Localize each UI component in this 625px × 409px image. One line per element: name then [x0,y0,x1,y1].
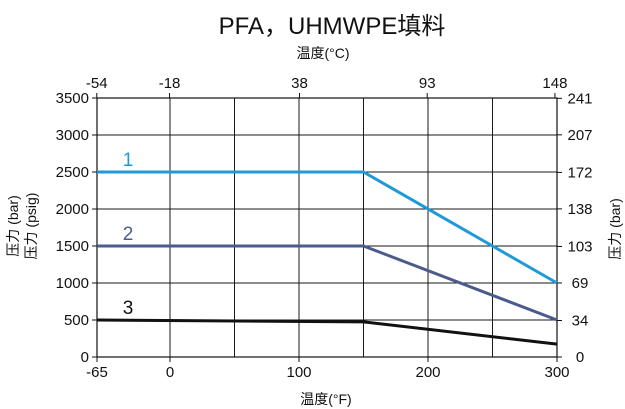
series-lines [96,170,558,346]
series-label-1: 1 [123,150,134,171]
y-tick-label: 1500 [56,238,89,255]
y2-tick-label: 69 [572,275,589,292]
y2-tick-label: 138 [567,201,592,218]
y-tick-label: 500 [64,312,89,329]
series-line-1 [97,170,558,285]
gridlines [97,98,557,357]
y-axis-label-bar: 压力 (bar) [5,195,21,256]
x-tick-label: 0 [166,364,174,381]
y-axis-label-psig: 压力 (psig) [23,193,39,260]
x-tick-label: -65 [86,364,108,381]
x-tick-label: 300 [544,364,569,381]
y2-tick-label: 34 [572,313,589,330]
x2-tick-label: 148 [542,75,567,92]
y2-tick-label: 241 [567,90,592,107]
y-tick-label: 3000 [56,127,89,144]
y-tick-label: 3500 [56,90,89,107]
y-tick-label: 2500 [56,164,89,181]
y-tick-label: 1000 [56,275,89,292]
x2-tick-label: 93 [419,75,436,92]
series-label-3: 3 [123,298,134,319]
x2-tick-label: -18 [159,75,181,92]
chart-title: PFA，UHMWPE填料 [219,13,446,40]
x2-tick-label: -54 [86,75,108,92]
axis-ticks: 0500100015002000250030003500034691031381… [56,75,593,381]
y2-tick-label: 103 [567,238,592,255]
series-line-3 [96,318,558,346]
y-tick-label: 0 [81,349,89,366]
series-label-2: 2 [123,224,134,245]
x-axis-label: 温度(°F) [300,391,351,407]
y2-tick-label: 172 [567,164,592,181]
x2-tick-label: 38 [291,75,308,92]
y-tick-label: 2000 [56,201,89,218]
series-labels: 1 2 3 [123,150,134,319]
y2-axis-label: 压力 (bar) [607,198,623,259]
y2-tick-label: 0 [576,349,584,366]
series-line-2 [97,244,558,322]
plot-frame [96,97,558,358]
x2-axis-label: 温度(°C) [296,45,349,61]
x-tick-label: 100 [286,364,311,381]
x-tick-label: 200 [415,364,440,381]
y2-tick-label: 207 [567,127,592,144]
